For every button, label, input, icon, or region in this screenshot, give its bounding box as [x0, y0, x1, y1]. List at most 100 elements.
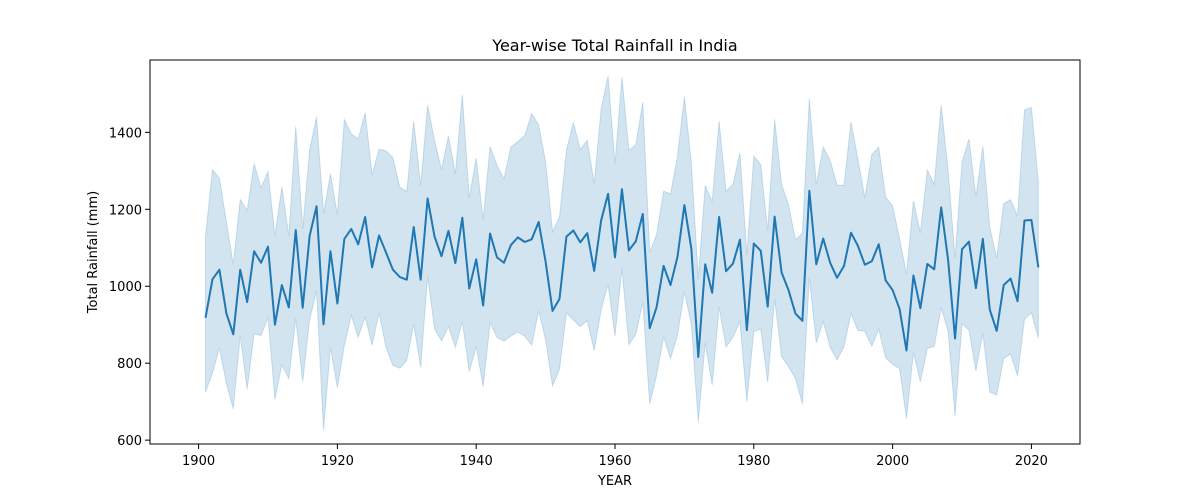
data-point-1918 [323, 323, 325, 325]
data-point-1992 [836, 277, 838, 279]
data-point-1984 [781, 271, 783, 273]
data-point-1960 [614, 256, 616, 258]
data-point-1920 [336, 303, 338, 305]
data-point-1981 [760, 250, 762, 252]
data-point-1968 [670, 284, 672, 286]
data-point-1976 [725, 270, 727, 272]
data-point-2018 [1017, 300, 1019, 302]
y-axis-label: Total Rainfall (mm) [86, 191, 101, 314]
data-point-2001 [899, 308, 901, 310]
data-point-1927 [385, 251, 387, 253]
data-point-1979 [746, 329, 748, 331]
data-point-2006 [933, 268, 935, 270]
data-point-1957 [593, 270, 595, 272]
data-point-1996 [864, 264, 866, 266]
chart-title: Year-wise Total Rainfall in India [491, 36, 737, 55]
data-point-1902 [211, 278, 213, 280]
x-tick-label: 2020 [1015, 454, 1048, 469]
data-point-1915 [302, 307, 304, 309]
data-point-1914 [295, 229, 297, 231]
x-axis: 1900 1920 1940 1960 1980 2000 2020 [182, 444, 1048, 469]
data-point-1929 [399, 276, 401, 278]
data-point-2020 [1030, 219, 1032, 221]
data-point-1965 [649, 327, 651, 329]
data-point-1995 [857, 245, 859, 247]
data-point-1938 [461, 217, 463, 219]
data-point-1966 [656, 306, 658, 308]
data-point-1955 [579, 241, 581, 243]
data-point-1970 [683, 204, 685, 206]
data-point-1934 [434, 236, 436, 238]
data-point-2016 [1003, 284, 1005, 286]
data-point-1994 [850, 232, 852, 234]
data-point-1925 [371, 266, 373, 268]
data-point-1947 [524, 241, 526, 243]
data-point-1971 [690, 248, 692, 250]
plot-area [204, 76, 1040, 431]
data-point-1987 [801, 320, 803, 322]
data-point-1924 [364, 216, 366, 218]
data-point-1974 [711, 292, 713, 294]
data-point-1935 [440, 255, 442, 257]
data-point-1948 [531, 238, 533, 240]
data-point-1911 [274, 324, 276, 326]
data-point-1937 [454, 262, 456, 264]
data-point-1998 [878, 243, 880, 245]
y-tick-label: 800 [117, 357, 142, 372]
data-point-1942 [489, 233, 491, 235]
x-tick-label: 1960 [598, 454, 631, 469]
data-point-2011 [968, 241, 970, 243]
data-point-2015 [996, 330, 998, 332]
data-point-2005 [926, 263, 928, 265]
data-point-1933 [427, 198, 429, 200]
data-point-1928 [392, 269, 394, 271]
data-point-2002 [905, 350, 907, 352]
data-point-1932 [420, 279, 422, 281]
data-point-2017 [1010, 278, 1012, 280]
data-point-1988 [808, 190, 810, 192]
data-point-1943 [496, 256, 498, 258]
data-point-1999 [885, 279, 887, 281]
data-point-1952 [558, 298, 560, 300]
x-tick-label: 2000 [876, 454, 909, 469]
data-point-2004 [919, 307, 921, 309]
y-tick-label: 1000 [109, 280, 142, 295]
data-point-1963 [635, 240, 637, 242]
data-point-1941 [482, 304, 484, 306]
y-tick-label: 1200 [109, 203, 142, 218]
x-tick-label: 1900 [182, 454, 215, 469]
data-point-1940 [475, 258, 477, 260]
data-point-1975 [718, 216, 720, 218]
data-point-1921 [343, 238, 345, 240]
data-point-1991 [829, 262, 831, 264]
data-point-1904 [225, 312, 227, 314]
data-point-1903 [218, 269, 220, 271]
data-point-1936 [447, 230, 449, 232]
data-point-1964 [642, 213, 644, 215]
data-point-1953 [565, 236, 567, 238]
rainfall-series-line [204, 188, 1040, 359]
data-point-1967 [663, 265, 665, 267]
data-point-1949 [538, 221, 540, 223]
data-point-2012 [975, 287, 977, 289]
data-point-1909 [260, 262, 262, 264]
data-point-1908 [253, 250, 255, 252]
data-point-1901 [205, 317, 207, 319]
data-point-1958 [600, 219, 602, 221]
data-point-1962 [628, 249, 630, 251]
data-point-2021 [1037, 266, 1039, 268]
data-point-2007 [940, 206, 942, 208]
data-point-1923 [357, 243, 359, 245]
data-point-1945 [510, 244, 512, 246]
data-point-1907 [246, 301, 248, 303]
data-point-2013 [982, 238, 984, 240]
data-point-1983 [774, 216, 776, 218]
data-point-1990 [822, 238, 824, 240]
data-point-1985 [788, 289, 790, 291]
data-point-1913 [288, 306, 290, 308]
data-point-2010 [961, 248, 963, 250]
data-point-1997 [871, 260, 873, 262]
data-point-2019 [1023, 219, 1025, 221]
data-point-1961 [621, 188, 623, 190]
data-point-1910 [267, 246, 269, 248]
